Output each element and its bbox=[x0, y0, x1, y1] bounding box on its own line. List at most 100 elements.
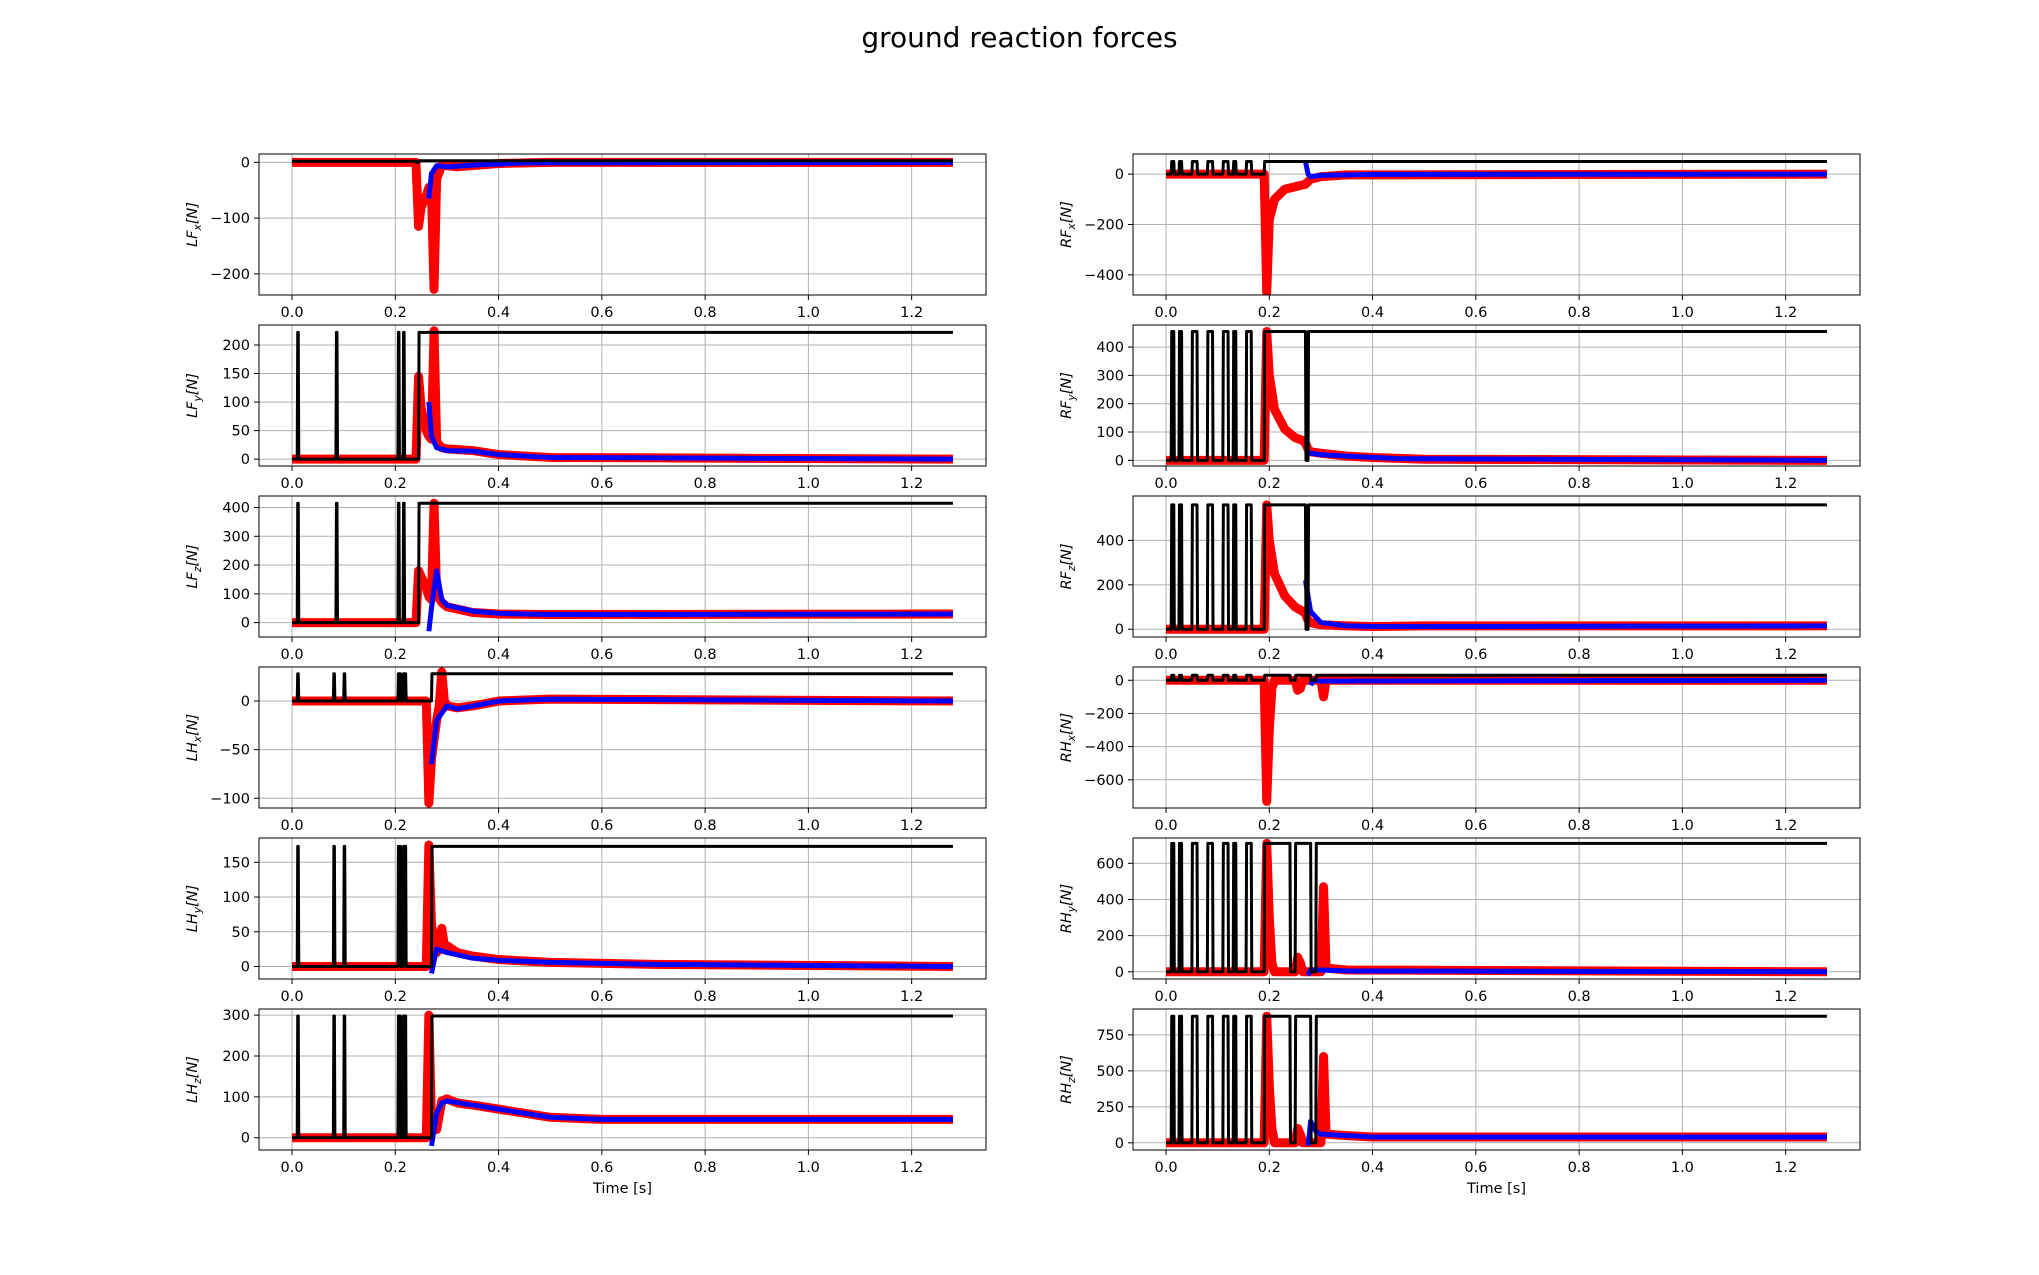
y-tick-label: 100 bbox=[222, 890, 250, 906]
x-tick-label: 0.2 bbox=[384, 989, 407, 1005]
x-tick-label: 0.4 bbox=[1361, 818, 1384, 834]
y-axis-label: LFx[N] bbox=[185, 202, 204, 247]
x-tick-label: 0.4 bbox=[487, 476, 510, 492]
series-group bbox=[1166, 1011, 1827, 1148]
x-tick-label: 1.2 bbox=[900, 476, 923, 492]
x-tick-label: 1.0 bbox=[1671, 1160, 1694, 1176]
x-tick-label: 0.2 bbox=[1258, 476, 1281, 492]
y-tick-label: 200 bbox=[222, 338, 250, 354]
y-axis-label: LHz[N] bbox=[185, 1056, 204, 1103]
y-tick-label: −200 bbox=[1084, 218, 1124, 234]
x-tick-label: 0.0 bbox=[281, 305, 304, 321]
y-label-unit: [N] bbox=[1059, 543, 1075, 565]
x-tick-label: 1.2 bbox=[900, 989, 923, 1005]
series-group bbox=[292, 1010, 953, 1147]
y-tick-label: 200 bbox=[222, 1049, 250, 1065]
y-label-base: LF bbox=[185, 571, 201, 588]
x-axis-label: Time [s] bbox=[592, 1181, 652, 1197]
x-tick-label: 0.0 bbox=[281, 818, 304, 834]
y-tick-label: 0 bbox=[241, 959, 250, 975]
y-label-subscript: y bbox=[192, 394, 204, 402]
x-tick-label: 0.2 bbox=[384, 1160, 407, 1176]
y-label-unit: [N] bbox=[185, 1056, 201, 1078]
series-group bbox=[292, 840, 953, 974]
y-label-subscript: x bbox=[1066, 734, 1078, 742]
y-tick-label: 600 bbox=[1096, 856, 1124, 872]
x-tick-label: 0.2 bbox=[384, 647, 407, 663]
y-tick-label: −400 bbox=[1084, 268, 1124, 284]
axes-frame bbox=[1132, 837, 1861, 980]
x-tick-label: 1.2 bbox=[1774, 305, 1797, 321]
y-tick-label: 200 bbox=[1096, 929, 1124, 945]
x-tick-label: 1.0 bbox=[797, 476, 820, 492]
series-line-1 bbox=[428, 696, 953, 765]
series-group bbox=[1166, 327, 1827, 465]
series-line-2 bbox=[292, 501, 953, 625]
y-axis-label: LHy[N] bbox=[185, 885, 204, 932]
x-tick-label: 0.6 bbox=[590, 989, 613, 1005]
y-tick-label: 0 bbox=[1115, 965, 1124, 981]
y-label-subscript: z bbox=[1066, 1077, 1078, 1084]
y-label-unit: [N] bbox=[1059, 372, 1075, 394]
y-axis-label: LHx[N] bbox=[185, 714, 204, 761]
y-tick-label: −100 bbox=[210, 791, 250, 807]
x-tick-label: 1.2 bbox=[1774, 647, 1797, 663]
y-label-base: RH bbox=[1059, 912, 1075, 933]
x-tick-label: 0.2 bbox=[384, 818, 407, 834]
x-tick-label: 0.6 bbox=[1464, 647, 1487, 663]
y-tick-label: 0 bbox=[1115, 622, 1124, 638]
x-tick-label: 1.0 bbox=[797, 989, 820, 1005]
x-tick-label: 1.2 bbox=[900, 305, 923, 321]
y-tick-label: 300 bbox=[1096, 368, 1124, 384]
x-tick-label: 1.2 bbox=[900, 647, 923, 663]
y-tick-label: 0 bbox=[1115, 1136, 1124, 1152]
series-group bbox=[292, 498, 953, 632]
x-tick-label: 1.2 bbox=[1774, 818, 1797, 834]
y-axis-label: RFx[N] bbox=[1059, 201, 1078, 248]
x-tick-label: 0.8 bbox=[1568, 476, 1591, 492]
x-tick-label: 0.2 bbox=[1258, 647, 1281, 663]
y-tick-label: 100 bbox=[222, 587, 250, 603]
y-label-subscript: z bbox=[192, 1078, 204, 1085]
y-tick-label: 300 bbox=[222, 1008, 250, 1024]
y-tick-label: 100 bbox=[222, 395, 250, 411]
x-tick-label: 1.0 bbox=[1671, 476, 1694, 492]
x-tick-label: 0.8 bbox=[694, 818, 717, 834]
y-label-base: LF bbox=[185, 401, 201, 418]
x-tick-label: 0.2 bbox=[384, 476, 407, 492]
series-group bbox=[292, 667, 953, 808]
y-tick-label: 150 bbox=[222, 367, 250, 383]
series-line-1 bbox=[426, 159, 953, 199]
x-tick-label: 1.0 bbox=[1671, 305, 1694, 321]
series-line-2 bbox=[292, 672, 953, 703]
subplot-LFy: 0.0 0.2 0.4 0.6 0.8 1.0 1.2 0 50 100 150 200 LFy[N] bbox=[185, 324, 987, 492]
x-tick-label: 0.6 bbox=[590, 818, 613, 834]
x-tick-label: 0.8 bbox=[694, 647, 717, 663]
axes-frame bbox=[258, 1008, 987, 1151]
axes-frame bbox=[1132, 153, 1861, 296]
x-tick-label: 0.0 bbox=[1155, 305, 1178, 321]
series-line-1 bbox=[428, 1098, 953, 1147]
y-tick-label: 0 bbox=[1115, 673, 1124, 689]
x-tick-label: 0.6 bbox=[1464, 1160, 1487, 1176]
x-tick-label: 0.0 bbox=[281, 1160, 304, 1176]
x-tick-label: 0.4 bbox=[1361, 1160, 1384, 1176]
y-tick-label: 100 bbox=[222, 1090, 250, 1106]
y-label-unit: [N] bbox=[1059, 713, 1075, 735]
x-tick-label: 1.2 bbox=[900, 818, 923, 834]
x-tick-label: 0.0 bbox=[1155, 476, 1178, 492]
series-line-2 bbox=[292, 844, 953, 968]
series-line-0 bbox=[1166, 838, 1827, 977]
subplot-RHx: 0.0 0.2 0.4 0.6 0.8 1.0 1.2 0 −200 −400 −600 RHx[N] bbox=[1059, 666, 1861, 834]
x-tick-label: 0.0 bbox=[1155, 647, 1178, 663]
series-group bbox=[292, 326, 953, 464]
y-axis-label: LFz[N] bbox=[185, 544, 204, 588]
y-label-subscript: z bbox=[192, 566, 204, 573]
x-tick-label: 0.4 bbox=[487, 647, 510, 663]
series-line-2 bbox=[1166, 503, 1827, 631]
series-line-0 bbox=[1166, 675, 1827, 806]
series-line-2 bbox=[292, 1014, 953, 1140]
x-tick-label: 0.6 bbox=[1464, 989, 1487, 1005]
x-tick-label: 0.8 bbox=[1568, 989, 1591, 1005]
